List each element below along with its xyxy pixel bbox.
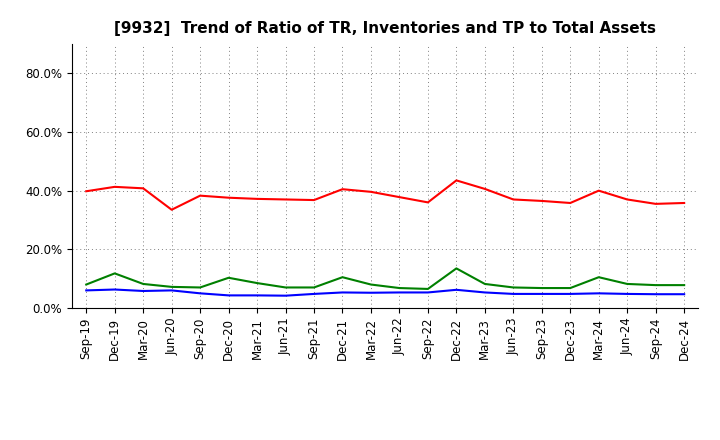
Inventories [310,291,318,297]
Trade Payables [225,275,233,280]
Trade Payables [452,266,461,271]
Inventories [680,292,688,297]
Trade Payables [395,286,404,291]
Inventories [282,293,290,298]
Inventories [509,291,518,297]
Trade Receivables [225,195,233,200]
Trade Payables [282,285,290,290]
Inventories [566,291,575,297]
Trade Receivables [509,197,518,202]
Trade Receivables [253,196,261,202]
Trade Receivables [167,207,176,213]
Trade Receivables [452,178,461,183]
Trade Receivables [110,184,119,190]
Inventories [253,293,261,298]
Inventories [537,291,546,297]
Trade Payables [566,286,575,291]
Trade Receivables [310,198,318,203]
Line: Trade Payables: Trade Payables [86,268,684,289]
Trade Payables [537,286,546,291]
Trade Payables [595,275,603,280]
Trade Receivables [82,189,91,194]
Trade Payables [366,282,375,287]
Inventories [167,288,176,293]
Inventories [395,290,404,295]
Inventories [452,287,461,293]
Trade Receivables [282,197,290,202]
Title: [9932]  Trend of Ratio of TR, Inventories and TP to Total Assets: [9932] Trend of Ratio of TR, Inventories… [114,21,656,36]
Trade Receivables [139,186,148,191]
Trade Receivables [595,188,603,193]
Trade Payables [423,286,432,292]
Trade Receivables [338,187,347,192]
Trade Payables [139,281,148,286]
Inventories [480,290,489,295]
Inventories [623,291,631,297]
Trade Payables [110,271,119,276]
Trade Payables [196,285,204,290]
Inventories [82,288,91,293]
Line: Inventories: Inventories [86,290,684,296]
Trade Receivables [537,198,546,204]
Trade Payables [652,282,660,288]
Inventories [139,288,148,293]
Trade Payables [167,284,176,290]
Trade Payables [623,281,631,286]
Trade Payables [253,280,261,286]
Trade Receivables [196,193,204,198]
Trade Payables [338,275,347,280]
Inventories [366,290,375,295]
Trade Payables [82,282,91,287]
Trade Payables [680,282,688,288]
Trade Payables [509,285,518,290]
Inventories [225,293,233,298]
Line: Trade Receivables: Trade Receivables [86,180,684,210]
Inventories [595,291,603,296]
Trade Payables [480,281,489,286]
Inventories [110,287,119,292]
Trade Receivables [623,197,631,202]
Trade Receivables [680,200,688,205]
Trade Receivables [395,194,404,200]
Trade Receivables [480,186,489,191]
Trade Receivables [423,200,432,205]
Inventories [196,291,204,296]
Trade Receivables [652,201,660,206]
Inventories [423,290,432,295]
Inventories [652,292,660,297]
Trade Receivables [566,200,575,205]
Trade Payables [310,285,318,290]
Inventories [338,290,347,295]
Trade Receivables [366,189,375,194]
